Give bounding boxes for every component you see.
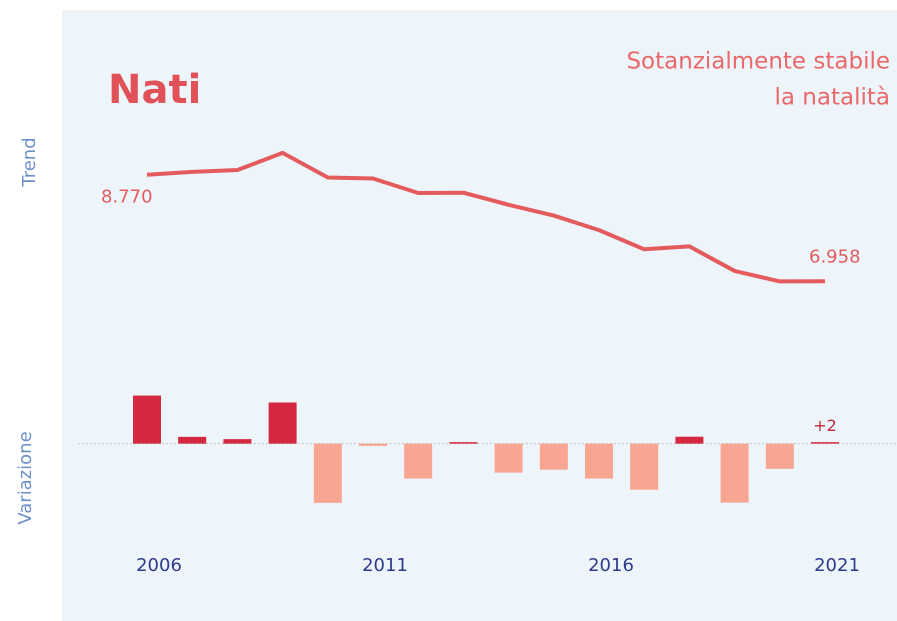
bar	[359, 443, 387, 446]
bar	[720, 443, 749, 503]
panel-background	[62, 10, 897, 621]
bar	[630, 443, 659, 490]
bar	[449, 442, 478, 444]
x-tick-label: 2006	[136, 555, 182, 576]
bar	[178, 436, 207, 444]
bar	[811, 442, 839, 444]
annotation: Sotanzialmente stabile	[626, 49, 890, 75]
bar	[539, 443, 568, 470]
bar	[223, 439, 252, 444]
bar	[675, 436, 704, 444]
x-tick-label: 2021	[814, 555, 860, 576]
data-label: 8.770	[101, 187, 153, 208]
y-axis-label: Trend	[19, 137, 40, 187]
bar	[313, 443, 342, 503]
data-label: +2	[813, 416, 837, 435]
bar	[494, 443, 523, 473]
chart-title: Nati	[108, 67, 201, 113]
x-tick-label: 2011	[362, 555, 408, 576]
data-label: 6.958	[809, 246, 861, 267]
trend-line	[146, 150, 826, 284]
annotation: la natalità	[775, 85, 890, 111]
x-tick-label: 2016	[588, 555, 634, 576]
bar	[585, 443, 613, 479]
bar	[133, 395, 161, 444]
bar	[404, 443, 433, 479]
y-axis-label: Variazione	[15, 431, 36, 524]
bar	[268, 402, 297, 444]
bar	[765, 443, 794, 469]
